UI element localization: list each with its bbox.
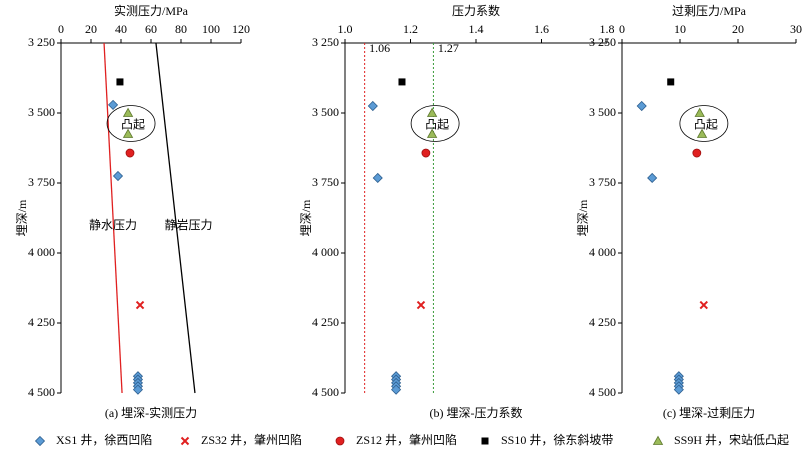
marker-triangle — [122, 107, 134, 117]
line-label: 静岩压力 — [164, 217, 212, 232]
caption: (b) 埋深-压力系数 — [430, 405, 523, 420]
x-tick-label: 1.0 — [338, 22, 353, 36]
x-tick-label: 40 — [115, 22, 127, 36]
x-tick-label: 60 — [145, 22, 157, 36]
y-tick-label: 3 750 — [589, 175, 616, 189]
marker-diamond — [112, 170, 124, 182]
y-tick-label: 3 750 — [312, 175, 339, 189]
marker-diamond — [372, 172, 383, 184]
marker-triangle — [652, 435, 664, 445]
y-axis-label: 埋深/m — [15, 199, 29, 236]
ratio-label: 1.06 — [369, 41, 390, 55]
marker-diamond — [647, 172, 658, 184]
y-tick-label: 4 250 — [312, 315, 339, 329]
marker-diamond — [391, 384, 402, 395]
x-tick-label: 10 — [674, 22, 686, 36]
x-axis-label: 过剩压力/MPa — [672, 4, 747, 18]
legend-label: ZS12 井，肇州凹陷 — [356, 432, 457, 447]
marker-x — [135, 300, 145, 310]
marker-diamond — [107, 99, 119, 110]
y-tick-label: 3 250 — [28, 35, 55, 49]
reference-line — [103, 42, 123, 394]
x-tick-label: 1.8 — [600, 22, 615, 36]
legend-label: SS10 井，徐东斜坡带 — [501, 432, 613, 447]
y-axis-label: 埋深/m — [299, 199, 313, 236]
marker-diamond — [34, 435, 46, 447]
marker-diamond — [636, 100, 647, 112]
y-tick-label: 3 750 — [28, 175, 55, 189]
marker-square — [116, 78, 124, 86]
marker-square — [481, 437, 489, 445]
x-tick-label: 1.6 — [534, 22, 549, 36]
marker-x — [180, 436, 190, 446]
annotation: 凸起 — [694, 117, 718, 131]
x-axis-label: 压力系数 — [452, 3, 500, 18]
marker-triangle — [696, 128, 708, 138]
y-tick-label: 4 500 — [312, 385, 339, 399]
marker-triangle — [122, 128, 134, 138]
marker-diamond — [132, 384, 144, 395]
y-tick-label: 3 250 — [589, 35, 616, 49]
x-tick-label: 120 — [232, 22, 250, 36]
x-tick-label: 20 — [732, 22, 744, 36]
legend-label: SS9H 井，宋站低凸起 — [674, 432, 789, 447]
y-tick-label: 4 500 — [589, 385, 616, 399]
x-axis-label: 实测压力/MPa — [114, 3, 189, 18]
marker-triangle — [426, 128, 438, 138]
y-tick-label: 4 250 — [589, 315, 616, 329]
y-tick-label: 4 500 — [28, 385, 55, 399]
marker-triangle — [426, 107, 438, 117]
y-tick-label: 4 000 — [312, 245, 339, 259]
marker-circle — [335, 436, 345, 446]
y-tick-label: 4 000 — [28, 245, 55, 259]
annotation-ellipse — [679, 105, 729, 142]
y-tick-label: 3 500 — [589, 105, 616, 119]
ratio-label: 1.27 — [438, 41, 459, 55]
x-tick-label: 0 — [619, 22, 625, 36]
marker-circle — [692, 148, 702, 158]
y-tick-label: 3 250 — [312, 35, 339, 49]
y-tick-label: 3 500 — [312, 105, 339, 119]
marker-square — [667, 78, 675, 86]
x-tick-label: 0 — [58, 22, 64, 36]
x-tick-label: 1.2 — [403, 22, 418, 36]
marker-diamond — [673, 384, 684, 395]
annotation-ellipse — [106, 105, 156, 142]
legend-label: ZS32 井，肇州凹陷 — [201, 432, 302, 447]
annotation: 凸起 — [121, 117, 145, 131]
marker-circle — [421, 148, 431, 158]
y-tick-label: 4 000 — [589, 245, 616, 259]
annotation: 凸起 — [425, 117, 449, 131]
x-tick-label: 80 — [175, 22, 187, 36]
x-tick-label: 1.4 — [469, 22, 484, 36]
marker-x — [699, 300, 708, 310]
marker-x — [416, 300, 426, 310]
y-axis-label: 埋深/m — [576, 199, 590, 236]
caption: (a) 埋深-实测压力 — [105, 405, 197, 420]
annotation-ellipse — [410, 105, 460, 142]
caption: (c) 埋深-过剩压力 — [663, 406, 755, 420]
reference-line — [155, 42, 196, 394]
line-label: 静水压力 — [89, 218, 137, 232]
marker-square — [398, 78, 406, 86]
y-tick-label: 3 500 — [28, 105, 55, 119]
x-tick-label: 30 — [790, 22, 802, 36]
y-tick-label: 4 250 — [28, 315, 55, 329]
legend-label: XS1 井，徐西凹陷 — [56, 432, 152, 447]
x-tick-label: 100 — [202, 22, 220, 36]
marker-circle — [125, 148, 135, 158]
marker-triangle — [694, 107, 705, 117]
marker-diamond — [367, 100, 378, 112]
x-tick-label: 20 — [85, 22, 97, 36]
